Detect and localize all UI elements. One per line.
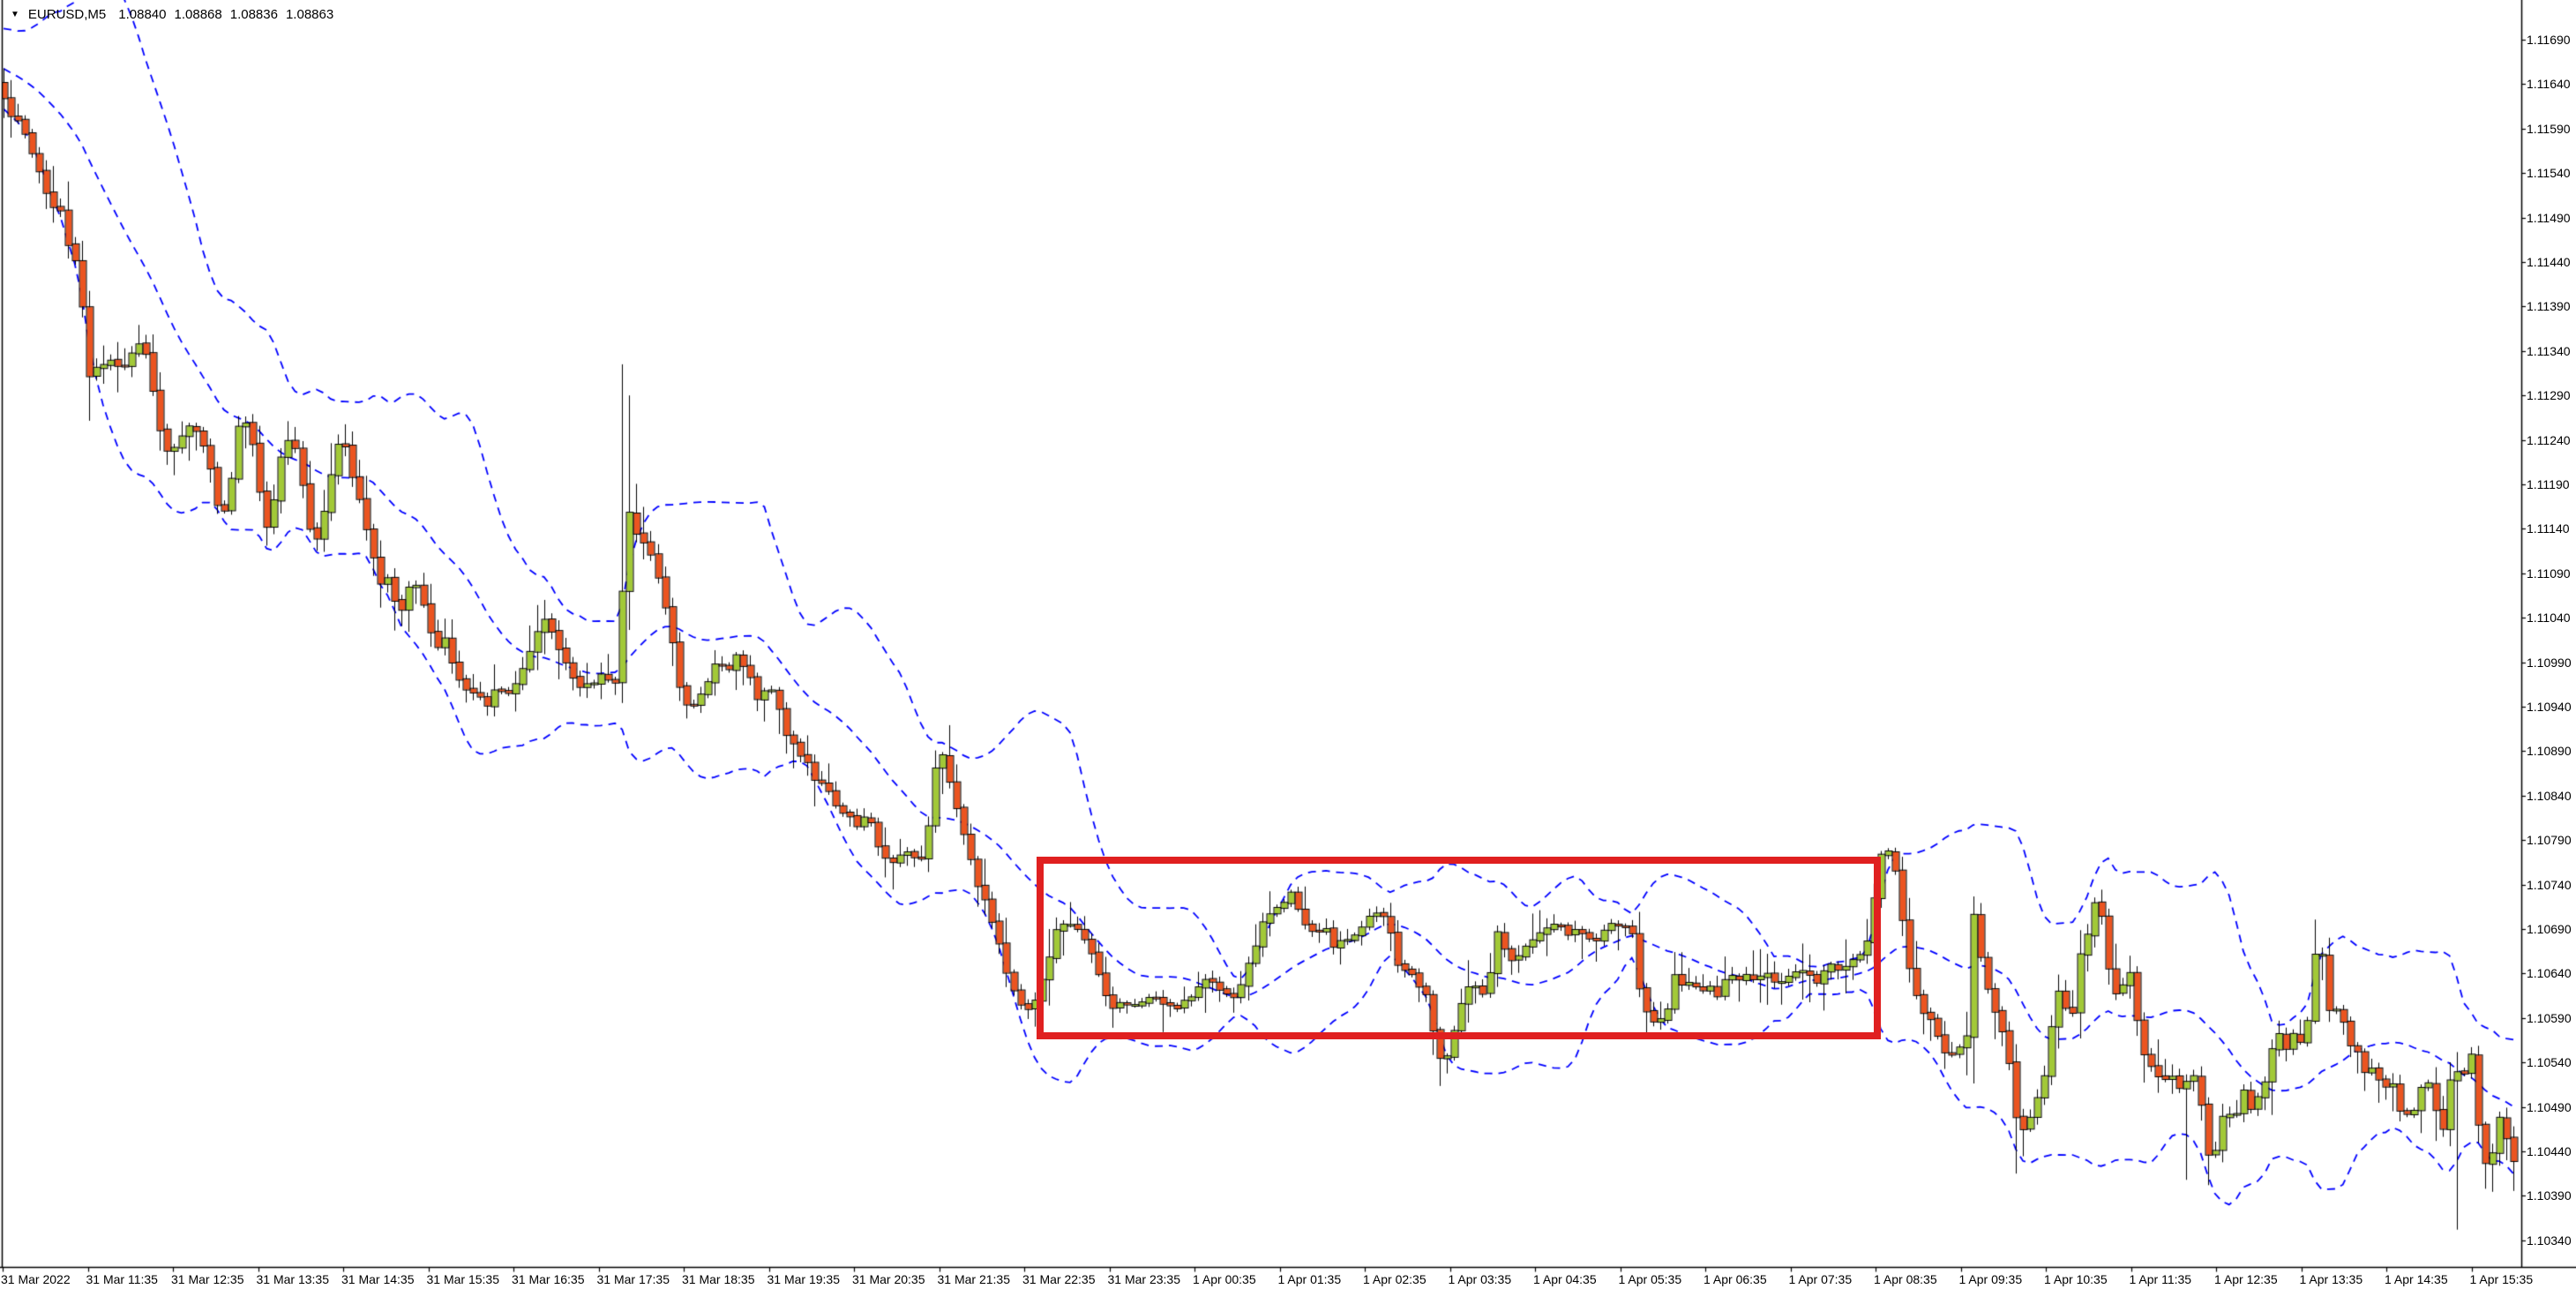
price-axis-label: 1.10640 [2527,966,2572,981]
price-axis-label: 1.10440 [2527,1144,2572,1158]
price-axis-label: 1.10390 [2527,1188,2572,1203]
price-axis-label: 1.11490 [2527,210,2571,225]
time-axis-label: 31 Mar 16:35 [512,1272,585,1286]
price-axis-label: 1.10740 [2527,877,2572,892]
price-axis-label: 1.11690 [2527,33,2571,47]
pattern-highlight-box [1037,857,1881,1039]
price-axis-label: 1.11140 [2527,521,2570,536]
price-axis-label: 1.10940 [2527,700,2572,714]
time-axis-label: 1 Apr 14:35 [2385,1272,2448,1286]
time-axis-label: 1 Apr 07:35 [1788,1272,1853,1286]
price-axis-label: 1.11190 [2527,477,2570,491]
price-axis-label: 1.11040 [2527,611,2571,626]
time-axis-label: 31 Mar 13:35 [256,1272,330,1286]
price-axis-label: 1.10340 [2527,1233,2572,1248]
price-axis-label: 1.11540 [2527,166,2571,181]
time-axis-label: 31 Mar 17:35 [596,1272,670,1286]
time-axis-label: 1 Apr 09:35 [1958,1272,2023,1286]
price-axis-label: 1.10690 [2527,922,2572,936]
symbol-quote-bar: ▼ EURUSD,M5 1.08840 1.08868 1.08836 1.08… [11,4,341,24]
time-axis-label: 1 Apr 02:35 [1363,1272,1427,1286]
time-axis-label: 1 Apr 01:35 [1277,1272,1342,1286]
price-axis-label: 1.11590 [2527,121,2571,136]
price-axis-label: 1.11440 [2527,255,2571,269]
time-axis-label: 31 Mar 14:35 [341,1272,415,1286]
price-axis-label: 1.11090 [2527,566,2571,581]
price-axis-label: 1.10590 [2527,1010,2572,1025]
price-axis-label: 1.11640 [2527,77,2571,92]
symbol-dropdown-icon[interactable]: ▼ [11,9,19,19]
time-axis-label: 1 Apr 10:35 [2044,1272,2108,1286]
time-axis-label: 31 Mar 12:35 [171,1272,244,1286]
time-axis-label: 1 Apr 11:35 [2129,1272,2192,1286]
time-axis-label: 1 Apr 00:35 [1193,1272,1256,1286]
time-axis-label: 31 Mar 11:35 [86,1272,158,1286]
symbol-timeframe-label: EURUSD,M5 [27,6,107,22]
time-axis-label: 31 Mar 2022 [1,1272,71,1286]
price-axis-label: 1.10540 [2527,1055,2572,1070]
quote-low-value: 1.08836 [229,6,278,22]
time-axis-label: 1 Apr 03:35 [1448,1272,1512,1286]
price-axis-label: 1.10790 [2527,833,2572,848]
time-axis-label: 31 Mar 23:35 [1107,1272,1181,1286]
time-axis-label: 31 Mar 20:35 [852,1272,925,1286]
price-axis-label: 1.10890 [2527,744,2572,759]
time-axis-label: 1 Apr 08:35 [1874,1272,1937,1286]
time-axis-label: 31 Mar 19:35 [767,1272,841,1286]
price-axis-label: 1.10990 [2527,655,2572,670]
time-axis-label: 31 Mar 15:35 [426,1272,500,1286]
time-axis-label: 31 Mar 22:35 [1022,1272,1096,1286]
price-axis-label: 1.11240 [2527,432,2571,447]
time-axis-label: 1 Apr 04:35 [1533,1272,1597,1286]
quote-high-value: 1.08868 [174,6,222,22]
time-axis-label: 1 Apr 06:35 [1704,1272,1767,1286]
time-axis-label: 1 Apr 05:35 [1618,1272,1682,1286]
price-axis-label: 1.11390 [2527,299,2571,314]
quote-open-value: 1.08840 [118,6,167,22]
time-axis-label: 31 Mar 21:35 [937,1272,1011,1286]
price-axis-label: 1.11340 [2527,343,2571,358]
price-axis-label: 1.10490 [2527,1099,2572,1114]
price-axis-label: 1.11290 [2527,388,2571,403]
time-axis-label: 1 Apr 12:35 [2214,1272,2278,1286]
time-axis-label: 1 Apr 13:35 [2299,1272,2363,1286]
quote-close-value: 1.08863 [285,6,334,22]
price-axis-label: 1.10840 [2527,788,2572,803]
time-axis-label: 1 Apr 15:35 [2469,1272,2534,1286]
time-axis-label: 31 Mar 18:35 [682,1272,755,1286]
